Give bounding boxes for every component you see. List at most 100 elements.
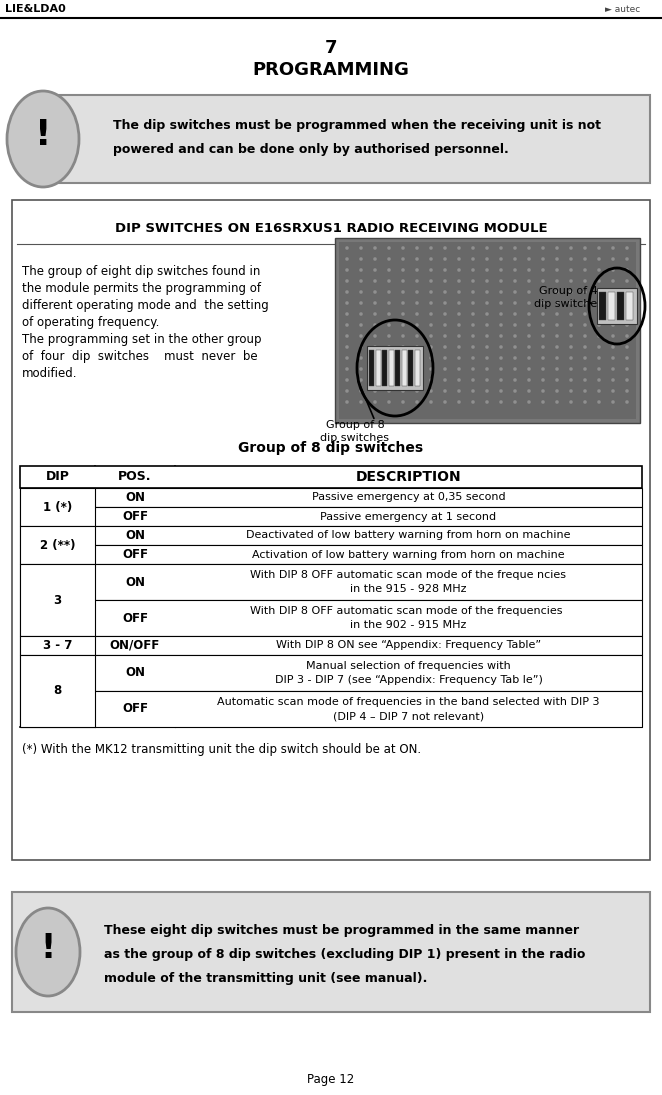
Circle shape [401, 389, 405, 393]
Text: DIP: DIP [46, 471, 70, 484]
Circle shape [457, 279, 461, 283]
Text: of  four  dip  switches    must  never  be: of four dip switches must never be [22, 350, 258, 364]
Circle shape [527, 400, 531, 404]
Circle shape [471, 389, 475, 393]
Circle shape [555, 312, 559, 316]
Circle shape [387, 268, 391, 272]
Circle shape [499, 279, 503, 283]
Circle shape [373, 356, 377, 360]
Circle shape [485, 367, 489, 371]
Text: With DIP 8 OFF automatic scan mode of the freque ncies: With DIP 8 OFF automatic scan mode of th… [250, 569, 567, 579]
Circle shape [373, 400, 377, 404]
Circle shape [457, 356, 461, 360]
Circle shape [569, 367, 573, 371]
Polygon shape [20, 655, 95, 727]
Circle shape [513, 356, 517, 360]
Circle shape [429, 378, 433, 382]
Circle shape [387, 334, 391, 338]
Circle shape [415, 389, 419, 393]
Circle shape [527, 290, 531, 293]
Circle shape [443, 323, 447, 327]
Circle shape [359, 312, 363, 316]
Circle shape [597, 268, 601, 272]
Circle shape [359, 279, 363, 283]
Text: 8: 8 [54, 703, 62, 715]
Text: ON: ON [125, 576, 145, 588]
Circle shape [597, 312, 601, 316]
Circle shape [527, 345, 531, 349]
Circle shape [583, 378, 587, 382]
Circle shape [625, 268, 629, 272]
Circle shape [457, 257, 461, 261]
Circle shape [625, 345, 629, 349]
Circle shape [611, 268, 615, 272]
Circle shape [569, 323, 573, 327]
Text: 1 (*): 1 (*) [43, 510, 72, 523]
Text: 3: 3 [54, 593, 62, 607]
Circle shape [359, 356, 363, 360]
Circle shape [541, 279, 545, 283]
Circle shape [499, 312, 503, 316]
Circle shape [569, 400, 573, 404]
Circle shape [597, 323, 601, 327]
Text: (DIP 4 – DIP 7 not relevant): (DIP 4 – DIP 7 not relevant) [333, 711, 484, 722]
Circle shape [429, 246, 433, 250]
Polygon shape [20, 466, 642, 488]
Circle shape [597, 301, 601, 306]
Text: dip switches: dip switches [320, 433, 389, 443]
Circle shape [359, 323, 363, 327]
Circle shape [569, 334, 573, 338]
Circle shape [373, 378, 377, 382]
Circle shape [569, 356, 573, 360]
Circle shape [527, 279, 531, 283]
Circle shape [373, 257, 377, 261]
Circle shape [625, 400, 629, 404]
Circle shape [345, 301, 349, 306]
Text: ON: ON [125, 491, 145, 504]
Text: Group of 4: Group of 4 [539, 286, 597, 296]
Text: These eight dip switches must be programmed in the same manner: These eight dip switches must be program… [104, 924, 579, 937]
Circle shape [541, 345, 545, 349]
Circle shape [471, 246, 475, 250]
Circle shape [513, 367, 517, 371]
Circle shape [345, 367, 349, 371]
Circle shape [429, 367, 433, 371]
Circle shape [611, 290, 615, 293]
Circle shape [513, 279, 517, 283]
Circle shape [471, 257, 475, 261]
Circle shape [429, 312, 433, 316]
Circle shape [625, 323, 629, 327]
Circle shape [625, 257, 629, 261]
Circle shape [625, 367, 629, 371]
Circle shape [597, 356, 601, 360]
Circle shape [443, 290, 447, 293]
Circle shape [415, 356, 419, 360]
Circle shape [555, 268, 559, 272]
Circle shape [625, 312, 629, 316]
Circle shape [457, 367, 461, 371]
Circle shape [345, 257, 349, 261]
Circle shape [583, 400, 587, 404]
Circle shape [345, 345, 349, 349]
Circle shape [443, 389, 447, 393]
Circle shape [345, 312, 349, 316]
Polygon shape [408, 350, 413, 387]
Circle shape [611, 367, 615, 371]
Circle shape [541, 268, 545, 272]
Polygon shape [20, 526, 95, 564]
Polygon shape [599, 292, 606, 320]
Circle shape [429, 334, 433, 338]
Circle shape [513, 323, 517, 327]
Polygon shape [367, 346, 423, 390]
Circle shape [345, 279, 349, 283]
Circle shape [429, 323, 433, 327]
Polygon shape [20, 545, 642, 564]
Circle shape [555, 257, 559, 261]
Circle shape [457, 345, 461, 349]
Text: With DIP 8 ON see “Appendix: Frequency Table”: With DIP 8 ON see “Appendix: Frequency T… [276, 641, 541, 650]
Text: 1 (*): 1 (*) [43, 500, 72, 514]
Circle shape [583, 312, 587, 316]
Text: 2 (**): 2 (**) [40, 529, 75, 542]
Circle shape [597, 345, 601, 349]
Circle shape [415, 334, 419, 338]
